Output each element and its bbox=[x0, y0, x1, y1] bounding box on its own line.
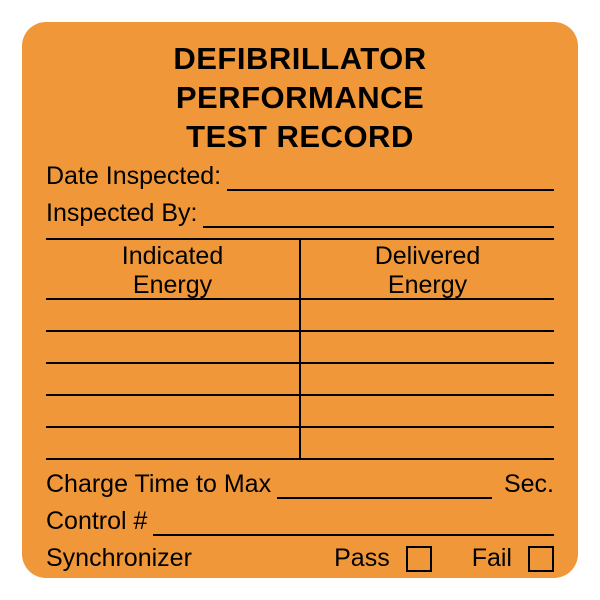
table-header-col1-l1: Indicated bbox=[50, 242, 295, 271]
table-cell-delivered[interactable] bbox=[301, 300, 554, 330]
table-header-col2: Delivered Energy bbox=[301, 240, 554, 298]
title: DEFIBRILLATOR PERFORMANCE TEST RECORD bbox=[46, 40, 554, 156]
table-cell-delivered[interactable] bbox=[301, 332, 554, 362]
table-cell-indicated[interactable] bbox=[46, 332, 299, 362]
table-header-row: Indicated Energy Delivered Energy bbox=[46, 240, 554, 300]
inspected-by-blank[interactable] bbox=[203, 220, 554, 228]
table-cell-delivered[interactable] bbox=[301, 364, 554, 394]
pass-label: Pass bbox=[334, 544, 390, 573]
table-cell-indicated[interactable] bbox=[46, 396, 299, 426]
control-blank[interactable] bbox=[153, 524, 554, 537]
inspected-by-label: Inspected By: bbox=[46, 199, 197, 228]
table-cell-indicated[interactable] bbox=[46, 300, 299, 330]
charge-time-label: Charge Time to Max bbox=[46, 470, 271, 499]
synchronizer-label: Synchronizer bbox=[46, 544, 192, 573]
charge-time-blank[interactable] bbox=[277, 487, 492, 500]
table-row[interactable] bbox=[46, 300, 554, 332]
fail-checkbox[interactable] bbox=[528, 546, 554, 572]
control-row: Control # bbox=[46, 507, 554, 536]
table-row[interactable] bbox=[46, 332, 554, 364]
table-header-col1: Indicated Energy bbox=[46, 240, 299, 298]
pass-checkbox[interactable] bbox=[406, 546, 432, 572]
table-cell-delivered[interactable] bbox=[301, 428, 554, 458]
table-row[interactable] bbox=[46, 364, 554, 396]
table-header-col2-l2: Energy bbox=[305, 271, 550, 300]
table-header-col2-l1: Delivered bbox=[305, 242, 550, 271]
date-inspected-label: Date Inspected: bbox=[46, 162, 221, 191]
fail-label: Fail bbox=[472, 544, 512, 573]
test-record-label: DEFIBRILLATOR PERFORMANCE TEST RECORD Da… bbox=[22, 22, 578, 578]
date-inspected-blank[interactable] bbox=[227, 183, 554, 191]
title-line1: DEFIBRILLATOR PERFORMANCE bbox=[46, 40, 554, 118]
table-cell-indicated[interactable] bbox=[46, 364, 299, 394]
date-inspected-row: Date Inspected: bbox=[46, 162, 554, 191]
energy-table: Indicated Energy Delivered Energy bbox=[46, 238, 554, 460]
table-row[interactable] bbox=[46, 396, 554, 428]
table-data-rows bbox=[46, 300, 554, 460]
table-cell-indicated[interactable] bbox=[46, 428, 299, 458]
title-line2: TEST RECORD bbox=[46, 118, 554, 157]
inspected-by-row: Inspected By: bbox=[46, 199, 554, 228]
table-cell-delivered[interactable] bbox=[301, 396, 554, 426]
control-label: Control # bbox=[46, 507, 147, 536]
synchronizer-row: Synchronizer Pass Fail bbox=[46, 544, 554, 573]
table-header-col1-l2: Energy bbox=[50, 271, 295, 300]
charge-time-unit: Sec. bbox=[504, 470, 554, 499]
table-row[interactable] bbox=[46, 428, 554, 460]
charge-time-row: Charge Time to Max Sec. bbox=[46, 470, 554, 499]
